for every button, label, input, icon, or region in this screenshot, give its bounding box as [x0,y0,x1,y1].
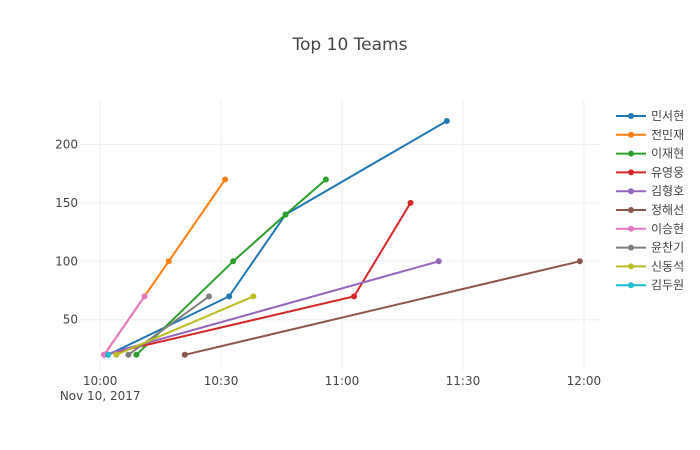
series [101,199,414,358]
series [105,351,112,358]
data-point [181,351,188,358]
legend-item[interactable]: 신동석 [616,259,684,273]
data-point [205,293,212,300]
legend-label: 김두원 [651,278,684,292]
legend-item[interactable]: 전민재 [616,128,684,142]
x-tick-label: 11:30 [446,374,481,388]
x-tick-label: 11:00 [325,374,360,388]
data-point [250,293,257,300]
series-line [103,202,412,356]
legend-label: 전민재 [651,128,684,142]
series [181,258,583,358]
legend-label: 신동석 [651,259,684,273]
legend-item[interactable]: 이재현 [616,147,684,161]
y-tick-label: 150 [55,196,78,210]
data-point [165,258,172,265]
legend-label: 김형호 [651,184,684,198]
y-tick-label: 50 [63,313,78,327]
legend-label: 이재현 [651,147,684,161]
data-point [230,258,237,265]
legend-marker [628,263,634,270]
data-point [407,199,414,206]
y-tick-label: 100 [55,254,78,268]
legend-item[interactable]: 윤찬기 [616,240,684,255]
series-line [184,260,581,356]
legend-marker [628,169,634,176]
y-axis: 50 100 150 200 [55,137,78,326]
plot-series [101,118,583,358]
grid [80,100,600,370]
series-line [115,295,254,356]
legend-item[interactable]: 민서현 [616,109,684,123]
data-point [141,293,148,300]
legend-item[interactable]: 김형호 [616,184,684,198]
series-line [127,295,210,356]
series [125,293,212,358]
legend-marker [628,131,634,138]
data-point [113,351,120,358]
legend-item[interactable]: 김두원 [616,278,684,292]
data-point [576,258,583,265]
series-line [103,295,146,356]
legend-marker [628,113,634,119]
x-tick-sublabel: Nov 10, 2017 [60,389,141,403]
chart-title: Top 10 Teams [292,35,408,55]
data-point [351,293,358,300]
data-point [222,176,229,183]
legend-marker [628,207,634,213]
y-tick-label: 200 [55,137,78,151]
series [105,118,450,358]
series [133,176,329,358]
legend-label: 윤찬기 [651,240,684,255]
legend-label: 정해선 [651,203,684,217]
data-point [282,211,289,218]
data-point [435,258,442,265]
x-tick-label: 10:00 [83,374,118,388]
legend-item[interactable]: 이승현 [616,222,684,236]
legend-marker [628,225,634,232]
series-line [103,260,440,356]
data-point [322,176,329,183]
data-point [226,293,233,300]
series-line [135,178,327,356]
legend-label: 유영웅 [651,165,684,179]
legend-item[interactable]: 정해선 [616,203,684,217]
legend-label: 민서현 [651,109,684,123]
legend-marker [628,150,634,157]
legend-marker [628,244,634,251]
x-tick-label: 12:00 [567,374,602,388]
legend-marker [628,188,634,195]
data-point [125,351,132,358]
data-point [105,351,112,358]
data-point [133,351,140,358]
legend-marker [628,282,634,289]
data-point [443,118,450,125]
legend-item[interactable]: 유영웅 [616,165,684,179]
legend-label: 이승현 [651,222,684,236]
series [113,293,257,358]
x-tick-label: 10:30 [204,374,239,388]
